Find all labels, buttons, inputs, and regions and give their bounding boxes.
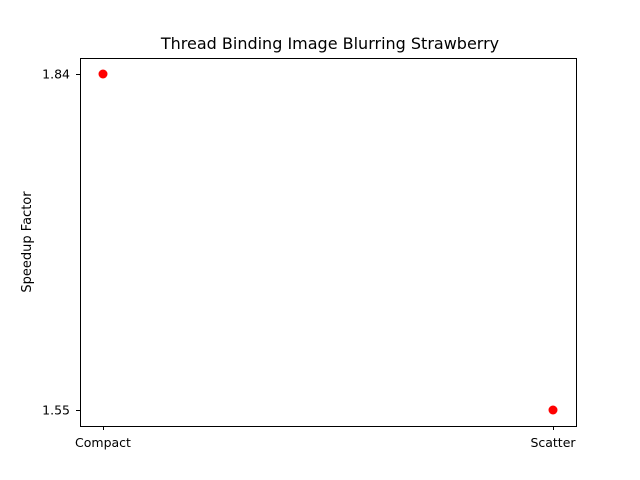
- y-tick-label: 1.84: [42, 67, 70, 82]
- x-tick-label: Compact: [75, 435, 131, 450]
- x-axis: Compact Scatter: [75, 426, 576, 450]
- data-points: [98, 69, 558, 415]
- y-axis-label: Speedup Factor: [20, 191, 35, 293]
- x-tick-label: Scatter: [530, 435, 576, 450]
- y-tick-label: 1.55: [42, 403, 70, 418]
- plot-frame: [80, 58, 577, 427]
- chart-title: Thread Binding Image Blurring Strawberry: [160, 34, 499, 53]
- data-point: [548, 405, 558, 415]
- y-axis: 1.55 1.84: [42, 67, 80, 418]
- data-point: [98, 69, 108, 79]
